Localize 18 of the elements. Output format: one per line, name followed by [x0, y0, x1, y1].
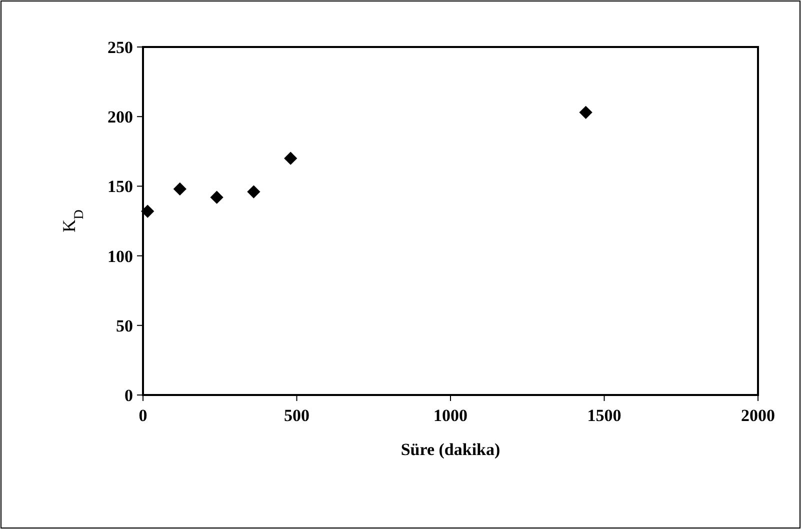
x-tick-label: 1500	[587, 406, 622, 425]
y-tick-label: 0	[124, 386, 133, 405]
point	[579, 106, 592, 119]
x-tick-label: 500	[284, 406, 310, 425]
x-tick-label: 2000	[741, 406, 775, 425]
point	[173, 182, 186, 196]
y-tick-label: 250	[108, 38, 133, 57]
x-tick-label: 1000	[434, 406, 468, 425]
y-tick-label: 100	[108, 246, 133, 266]
x-axis-title: Süre (dakika)	[400, 440, 500, 459]
y-tick-label: 150	[108, 177, 133, 196]
point	[284, 152, 298, 165]
point	[141, 204, 154, 218]
point	[210, 190, 224, 204]
x-tick-label: 0	[138, 406, 148, 425]
y-tick-label: 200	[108, 108, 133, 127]
point	[247, 185, 260, 198]
y-tick-label: 50	[116, 316, 133, 336]
